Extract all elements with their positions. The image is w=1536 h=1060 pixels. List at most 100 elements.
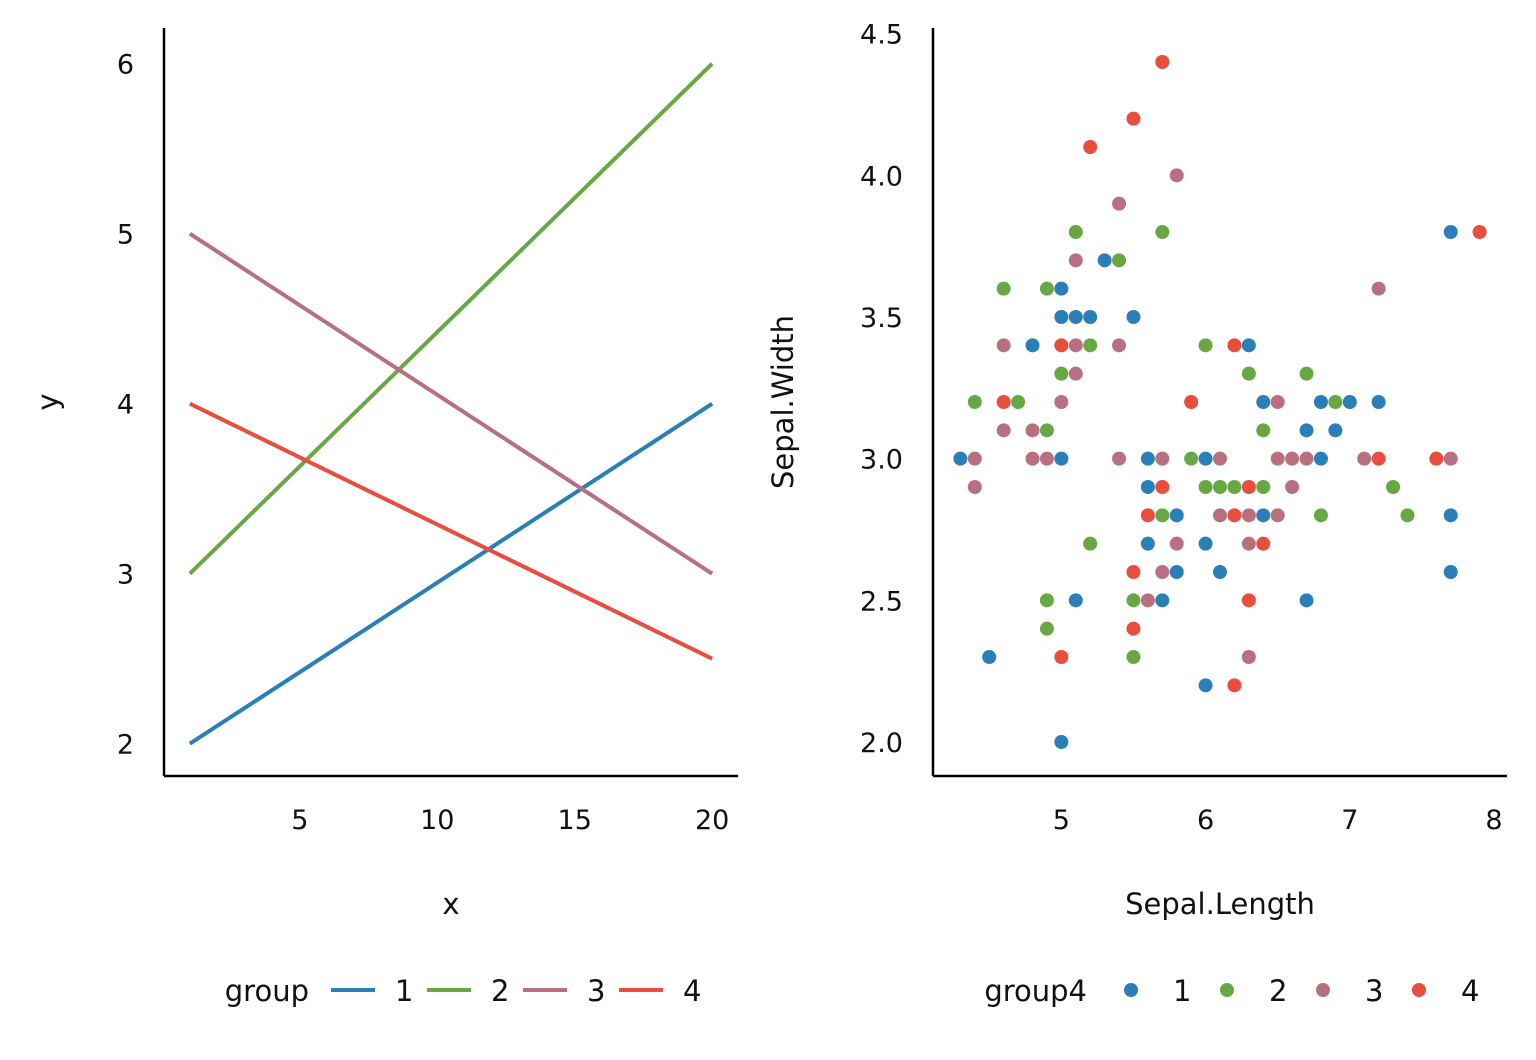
legend-item-4: 4 <box>619 974 701 1008</box>
legend-key-dot <box>1220 983 1234 997</box>
legend-label: 2 <box>1269 974 1287 1008</box>
x-tick-label: 6 <box>1197 805 1214 836</box>
data-point-group-3 <box>1270 451 1285 466</box>
data-point-group-1 <box>982 650 997 664</box>
data-point-group-3 <box>1054 395 1069 409</box>
data-point-group-3 <box>1213 508 1227 523</box>
data-point-group-4 <box>1184 395 1199 409</box>
data-point-group-2 <box>1155 508 1170 523</box>
data-point-group-1 <box>1443 565 1458 579</box>
data-point-group-3 <box>1213 451 1227 466</box>
data-point-group-4 <box>1155 480 1170 494</box>
data-point-group-1 <box>1313 395 1328 409</box>
data-point-group-4 <box>1371 451 1386 466</box>
data-point-group-3 <box>1155 451 1170 466</box>
scatter-chart-panel: 5 6 7 8 2.0 2.5 3.0 3.5 4.0 4.5 Sepal.Length Sepal.… <box>766 20 1507 1008</box>
data-point-group-4 <box>1241 480 1256 494</box>
data-point-group-3 <box>967 451 982 466</box>
legend-label: 1 <box>1173 974 1191 1008</box>
legend-title: group4 <box>984 974 1087 1008</box>
data-point-group-3 <box>1270 508 1285 523</box>
data-point-group-1 <box>1054 735 1069 749</box>
series-line-1 <box>188 402 714 746</box>
series-line-2 <box>188 62 714 576</box>
data-point-group-2 <box>1299 366 1314 381</box>
data-point-group-1 <box>1140 536 1155 551</box>
data-point-group-1 <box>1256 508 1271 523</box>
data-point-group-1 <box>1198 451 1213 466</box>
data-point-group-1 <box>1169 508 1184 523</box>
data-point-group-1 <box>1025 338 1040 353</box>
x-tick-label: 8 <box>1485 805 1502 836</box>
data-point-group-2 <box>1198 338 1213 353</box>
data-point-group-2 <box>1039 621 1054 636</box>
legend-item-1: 1 <box>1124 974 1191 1008</box>
data-point-group-1 <box>1083 310 1098 324</box>
data-point-group-3 <box>1285 451 1300 466</box>
legend-title: group <box>225 974 309 1008</box>
data-point-group-1 <box>1299 593 1314 608</box>
data-point-group-1 <box>1198 536 1213 551</box>
y-tick-label: 3.5 <box>860 303 903 334</box>
legend-item-2: 2 <box>1220 974 1287 1008</box>
data-point-group-3 <box>1443 451 1458 466</box>
data-point-group-1 <box>1140 451 1155 466</box>
data-point-group-3 <box>1299 451 1314 466</box>
legend-label: 3 <box>587 974 605 1008</box>
data-point-group-1 <box>1155 593 1170 608</box>
data-point-group-2 <box>1386 480 1401 494</box>
x-tick-label: 15 <box>558 805 592 836</box>
data-point-group-4 <box>1140 508 1155 523</box>
data-point-group-3 <box>1270 395 1285 409</box>
legend-label: 1 <box>395 974 413 1008</box>
data-point-group-2 <box>1083 536 1098 551</box>
data-point-group-2 <box>1198 480 1213 494</box>
legend-item-3: 3 <box>523 974 605 1008</box>
data-point-group-1 <box>1054 310 1069 324</box>
data-point-group-2 <box>1256 423 1271 438</box>
data-point-group-2 <box>996 281 1011 296</box>
data-point-group-4 <box>1227 678 1242 693</box>
data-point-group-1 <box>1313 451 1328 466</box>
data-point-group-3 <box>1068 253 1083 268</box>
data-point-group-4 <box>1429 451 1444 466</box>
legend-item-4: 4 <box>1412 974 1479 1008</box>
data-point-group-3 <box>1140 593 1155 608</box>
data-point-group-2 <box>1184 451 1199 466</box>
data-point-group-3 <box>1357 451 1372 466</box>
data-point-group-2 <box>1011 395 1026 409</box>
y-axis-title: y <box>31 393 65 410</box>
line-chart-panel: 5 10 15 20 2 3 4 5 6 x y group 1 2 3 4 <box>31 28 738 1008</box>
data-point-group-3 <box>1371 281 1386 296</box>
data-point-group-3 <box>1112 451 1127 466</box>
x-axis-title: x <box>442 887 459 921</box>
series-line-3 <box>188 232 714 576</box>
data-point-group-4 <box>1155 55 1170 69</box>
legend-item-2: 2 <box>427 974 509 1008</box>
data-point-group-1 <box>1140 480 1155 494</box>
data-point-group-3 <box>1241 508 1256 523</box>
data-point-group-4 <box>1126 621 1141 636</box>
data-point-group-2 <box>1400 508 1415 523</box>
data-point-group-2 <box>1126 593 1141 608</box>
y-tick-label: 3 <box>117 560 134 591</box>
data-point-group-1 <box>1328 423 1343 438</box>
data-point-group-2 <box>1256 480 1271 494</box>
data-point-group-4 <box>1241 593 1256 608</box>
series-line-4 <box>188 401 714 661</box>
legend-key-dot <box>1124 983 1138 997</box>
x-tick-label: 7 <box>1341 805 1358 836</box>
data-point-group-3 <box>1241 650 1256 664</box>
data-point-group-1 <box>1068 593 1083 608</box>
x-tick-label: 5 <box>291 805 308 836</box>
data-point-group-1 <box>1443 508 1458 523</box>
data-point-group-2 <box>1054 366 1069 381</box>
data-point-group-1 <box>1097 253 1112 268</box>
data-point-group-3 <box>1025 451 1040 466</box>
data-point-group-4 <box>1083 140 1098 154</box>
legend: group 1 2 3 4 <box>225 974 702 1008</box>
data-point-group-2 <box>1126 650 1141 664</box>
data-point-group-1 <box>1299 423 1314 438</box>
legend-item-3: 3 <box>1316 974 1383 1008</box>
data-point-group-2 <box>967 395 982 409</box>
